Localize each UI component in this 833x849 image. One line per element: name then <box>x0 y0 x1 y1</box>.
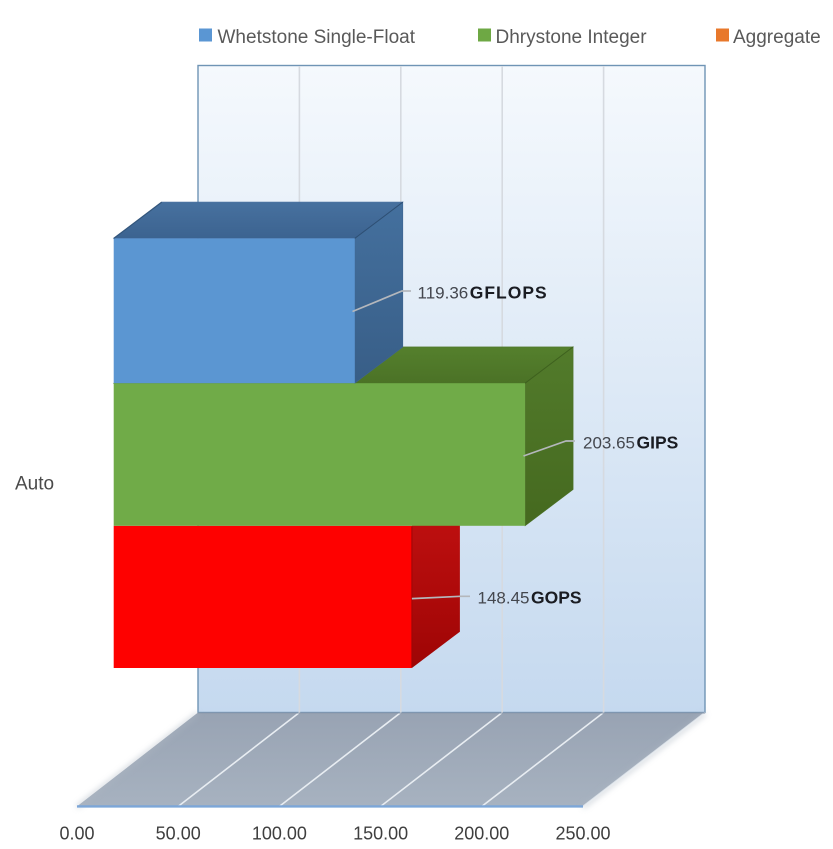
svg-text:Aggregate: Aggregate <box>733 27 821 48</box>
svg-text:100.00: 100.00 <box>252 824 307 844</box>
svg-text:0.00: 0.00 <box>59 824 94 844</box>
svg-text:119.36GFLOPS: 119.36GFLOPS <box>418 283 548 303</box>
svg-text:Whetstone Single-Float: Whetstone Single-Float <box>218 27 416 48</box>
svg-text:150.00: 150.00 <box>353 824 408 844</box>
svg-text:50.00: 50.00 <box>156 824 201 844</box>
svg-text:250.00: 250.00 <box>555 824 610 844</box>
svg-text:Auto: Auto <box>15 474 54 495</box>
svg-text:200.00: 200.00 <box>454 824 509 844</box>
svg-text:Dhrystone Integer: Dhrystone Integer <box>496 27 648 48</box>
svg-text:203.65GIPS: 203.65GIPS <box>583 432 678 452</box>
